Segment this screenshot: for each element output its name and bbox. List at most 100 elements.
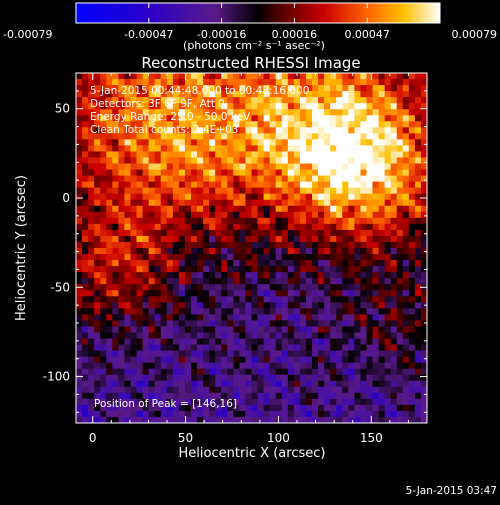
heatmap-cell <box>263 356 271 364</box>
heatmap-cell <box>88 410 95 418</box>
heatmap-cell <box>154 380 162 388</box>
heatmap-cell <box>305 139 313 146</box>
heatmap-cell <box>130 362 137 370</box>
heatmap-cell <box>148 302 156 309</box>
heatmap-cell <box>130 211 137 219</box>
heatmap-cell <box>154 127 162 134</box>
heatmap-cell <box>299 229 307 237</box>
heatmap-cell <box>215 416 222 423</box>
heatmap-cell <box>233 85 240 92</box>
heatmap-cell <box>390 368 398 376</box>
heatmap-cell <box>245 266 252 273</box>
heatmap-cell <box>160 121 168 128</box>
heatmap-cell <box>366 97 373 104</box>
heatmap-cell <box>384 235 392 243</box>
heatmap-cell <box>190 308 198 315</box>
heatmap-cell <box>287 163 295 170</box>
heatmap-cell <box>239 248 246 255</box>
heatmap-cell <box>245 163 252 170</box>
heatmap-cell <box>263 121 271 128</box>
heatmap-cell <box>184 91 192 98</box>
heatmap-cell <box>88 139 95 146</box>
heatmap-cell <box>281 284 289 291</box>
heatmap-cell <box>130 97 137 104</box>
heatmap-cell <box>124 314 131 321</box>
heatmap-cell <box>318 416 325 423</box>
heatmap-cell <box>269 296 277 303</box>
heatmap-cell <box>269 254 277 261</box>
heatmap-cell <box>305 398 313 406</box>
heatmap-cell <box>106 109 113 116</box>
heatmap-cell <box>378 416 386 423</box>
heatmap-cell <box>281 127 289 134</box>
heatmap-cell <box>172 350 180 358</box>
heatmap-cell <box>215 344 222 351</box>
heatmap-cell <box>245 175 252 183</box>
heatmap-cell <box>88 97 95 104</box>
heatmap-cell <box>318 121 325 128</box>
heatmap-cell <box>305 229 313 237</box>
heatmap-cell <box>148 284 156 291</box>
heatmap-cell <box>281 260 289 267</box>
heatmap-cell <box>360 133 367 140</box>
heatmap-cell <box>106 169 113 176</box>
heatmap-cell <box>281 241 289 249</box>
heatmap-cell <box>154 386 162 394</box>
heatmap-cell <box>172 199 180 207</box>
heatmap-cell <box>76 205 83 213</box>
heatmap-cell <box>293 380 301 388</box>
heatmap-cell <box>275 133 283 140</box>
heatmap-cell <box>312 235 319 243</box>
heatmap-cell <box>372 241 379 249</box>
heatmap-cell <box>233 103 240 110</box>
heatmap-cell <box>251 145 258 152</box>
heatmap-cell <box>402 290 410 297</box>
heatmap-cell <box>190 350 198 358</box>
heatmap-cell <box>154 235 162 243</box>
heatmap-cell <box>257 229 264 237</box>
heatmap-cell <box>221 332 228 339</box>
heatmap-cell <box>257 314 264 321</box>
heatmap-cell <box>154 103 162 110</box>
heatmap-cell <box>221 163 228 170</box>
heatmap-cell <box>330 302 337 309</box>
heatmap-cell <box>342 211 349 219</box>
heatmap-cell <box>148 356 156 364</box>
heatmap-cell <box>287 374 295 382</box>
heatmap-cell <box>348 278 355 285</box>
heatmap-cell <box>312 284 319 291</box>
heatmap-cell <box>390 356 398 364</box>
heatmap-cell <box>136 386 143 394</box>
heatmap-cell <box>269 91 277 98</box>
heatmap-cell <box>203 217 210 225</box>
heatmap-cell <box>172 79 180 86</box>
heatmap-cell <box>342 151 349 158</box>
heatmap-cell <box>239 205 246 213</box>
heatmap-cell <box>330 344 337 351</box>
heatmap-cell <box>112 157 119 164</box>
heatmap-cell <box>275 392 283 400</box>
heatmap-cell <box>324 368 331 376</box>
heatmap-cell <box>118 103 125 110</box>
heatmap-cell <box>312 91 319 98</box>
heatmap-cell <box>275 205 283 213</box>
heatmap-cell <box>269 326 277 333</box>
heatmap-cell <box>215 410 222 418</box>
heatmap-cell <box>190 223 198 231</box>
heatmap-cell <box>184 97 192 104</box>
heatmap-cell <box>293 362 301 370</box>
heatmap-cell <box>166 380 174 388</box>
heatmap-cell <box>408 356 416 364</box>
heatmap-cell <box>209 145 216 152</box>
heatmap-cell <box>82 308 89 315</box>
heatmap-cell <box>269 320 277 327</box>
heatmap-cell <box>160 217 168 225</box>
heatmap-cell <box>203 398 210 406</box>
heatmap-cell <box>336 91 343 98</box>
heatmap-cell <box>251 169 258 176</box>
heatmap-cell <box>154 332 162 339</box>
heatmap-cell <box>148 332 156 339</box>
heatmap-cell <box>257 163 264 170</box>
heatmap-cell <box>190 175 198 183</box>
heatmap-cell <box>275 380 283 388</box>
